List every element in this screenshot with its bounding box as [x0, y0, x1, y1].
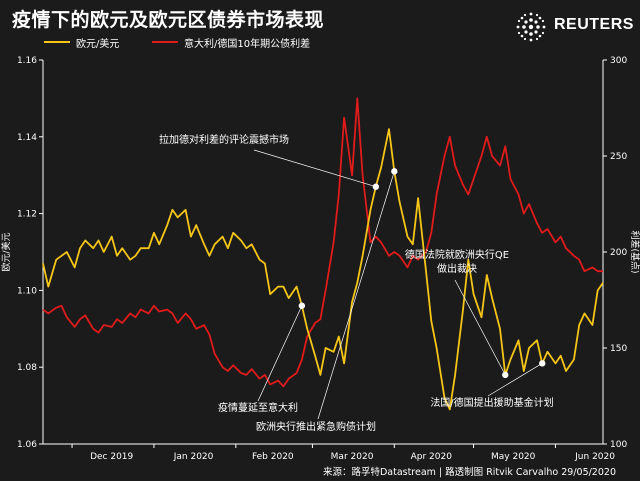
annotation-leader-court [454, 279, 506, 376]
annotation-label-spread: 疫情蔓延至意大利 [218, 401, 298, 414]
annotation-leader-fund [487, 363, 543, 397]
reuters-logo-text: REUTERS [554, 16, 634, 33]
annotation-leader-purchase [317, 171, 395, 420]
annotation-marker-purchase [391, 168, 398, 175]
legend-label-eurusd: 欧元/美元 [76, 39, 120, 50]
y-left-tick-label: 1.10 [17, 286, 37, 296]
reuters-logo: REUTERS [514, 10, 634, 44]
annotation-leader-distortion [253, 149, 376, 188]
y-left-tick-label: 1.14 [17, 133, 37, 143]
x-tick-label: Dec 2019 [90, 452, 133, 462]
y-left-tick-label: 1.12 [17, 210, 37, 220]
annotation-marker-spread [298, 302, 306, 309]
y-right-tick-label: 250 [610, 152, 627, 162]
annotation-label-court: 德国法院就欧洲央行QE [405, 248, 509, 261]
x-tick-label: Jun 2020 [574, 452, 615, 462]
y-left-axis-title: 欧元/美元 [0, 232, 12, 271]
y-left-tick-label: 1.06 [17, 440, 37, 450]
y-right-axis-title: 利差(基点) [629, 230, 640, 273]
y-right-tick-label: 300 [610, 56, 627, 66]
legend-label-spread: 意大利/德国10年期公债利差 [184, 39, 311, 50]
y-right-tick-label: 150 [610, 344, 627, 354]
y-left-tick-label: 1.16 [17, 56, 37, 66]
x-tick-label: Feb 2020 [252, 452, 294, 462]
eurusd-line [42, 128, 604, 411]
y-left-tick-label: 1.08 [17, 363, 37, 373]
source-credit: 来源：路孚特Datastream | 路透制图 Ritvik Carvalho … [322, 467, 616, 478]
y-right-tick-label: 100 [610, 440, 627, 450]
annotation-marker-distortion [372, 183, 380, 190]
legend-swatch-spread [152, 41, 178, 43]
x-tick-label: Mar 2020 [331, 452, 374, 462]
x-tick-label: Jan 2020 [173, 452, 214, 462]
annotation-marker-fund [539, 360, 546, 367]
x-tick-label: May 2020 [491, 452, 536, 462]
legend-swatch-eurusd [44, 41, 70, 43]
annotation-marker-court [502, 371, 509, 379]
x-tick-label: Apr 2020 [411, 452, 453, 462]
annotation-label-purchase: 欧洲央行推出紧急购债计划 [256, 420, 376, 433]
annotation-label-fund: 法国/德国提出援助基金计划 [430, 396, 553, 409]
annotation-leader-spread [257, 305, 303, 402]
annotation-label-court: 做出裁决 [437, 262, 477, 275]
chart-title: 疫情下的欧元及欧元区债券市场表现 [12, 9, 325, 31]
annotation-label-distortion: 拉加德对利差的评论震撼市场 [159, 133, 289, 146]
reuters-logo-icon [516, 12, 546, 42]
spread-line [42, 97, 603, 388]
y-right-tick-label: 200 [610, 248, 627, 258]
